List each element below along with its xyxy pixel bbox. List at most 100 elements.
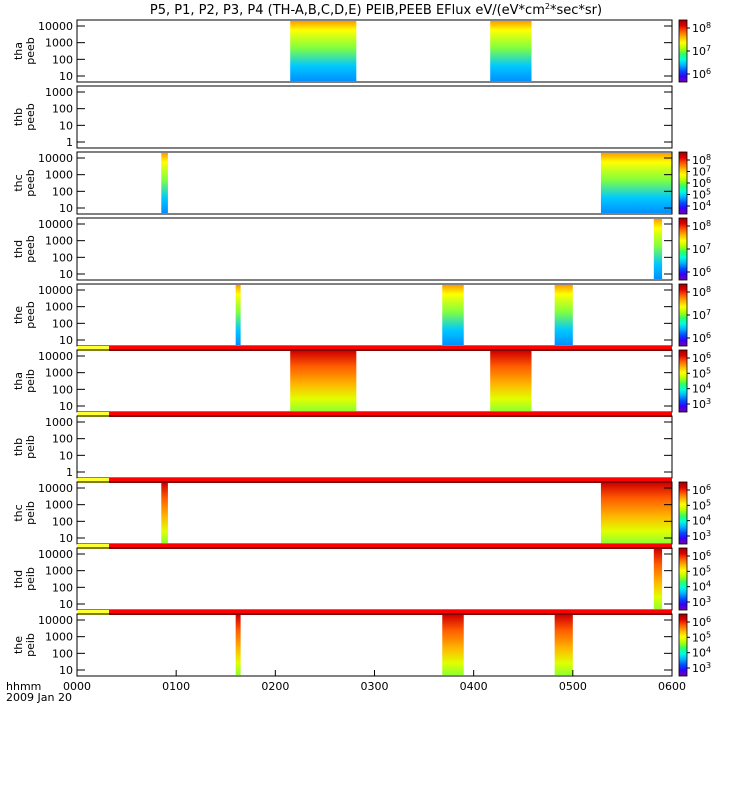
- flag-bar: [77, 478, 672, 483]
- data-interval: [554, 285, 573, 345]
- y-tick-label: 10: [59, 400, 73, 413]
- x-tick-label: 0200: [261, 680, 289, 693]
- x-tick-label: 0100: [162, 680, 190, 693]
- y-tick-label: 1000: [45, 499, 73, 512]
- y-tick-label: 10000: [38, 284, 73, 297]
- panel-stack: 10100100010000thapeeb1061071081101001000…: [12, 19, 711, 677]
- panel-ylabel: thepeib: [12, 633, 37, 657]
- panel-thb-peeb: 1 10 100 1000 thbpeeb: [12, 85, 673, 149]
- flag-yellow: [77, 544, 109, 549]
- data-interval: [161, 153, 168, 213]
- colorbar-tick-label: 108: [692, 21, 711, 35]
- y-tick-label: 1000: [45, 235, 73, 248]
- panel-ylabel: thapeeb: [12, 37, 37, 65]
- colorbar-tick-label: 103: [692, 529, 711, 543]
- flag-bar: [77, 412, 672, 417]
- data-interval: [442, 285, 464, 345]
- data-interval: [442, 615, 464, 675]
- panel-ylabel: thapeib: [12, 369, 37, 393]
- time-axis-date: 2009 Jan 20: [6, 691, 72, 704]
- colorbar-tick-label: 106: [692, 331, 711, 345]
- y-tick-label: 100: [52, 433, 73, 446]
- y-tick-label: 1000: [45, 416, 73, 429]
- colorbar-tick-label: 103: [692, 661, 711, 675]
- colorbar-tick-label: 106: [692, 483, 711, 497]
- colorbar-scale: [678, 349, 688, 413]
- colorbar-tick-label: 104: [692, 646, 711, 660]
- flag-bar: [77, 346, 672, 351]
- data-interval: [161, 483, 168, 543]
- colorbar-tick-label: 104: [692, 199, 711, 213]
- flag-bar: [77, 544, 672, 549]
- panel-frame: [76, 85, 673, 149]
- colorbar-tick-label: 106: [692, 176, 711, 190]
- flag-yellow: [77, 412, 109, 417]
- colorbar-tick-label: 106: [692, 615, 711, 629]
- colorbar-tick-label: 105: [692, 498, 711, 512]
- panel-ylabel: thdpeeb: [12, 235, 37, 263]
- y-tick-label: 1000: [45, 301, 73, 314]
- data-interval: [290, 21, 357, 81]
- colorbar-tick-label: 105: [692, 188, 711, 202]
- panel-thb-peib: 1 10 100 1000 thbpeib: [12, 412, 673, 479]
- colorbar-scale: [678, 151, 688, 215]
- panel-frame: [76, 283, 673, 347]
- flag-bar: [77, 610, 672, 615]
- y-tick-label: 10: [59, 70, 73, 83]
- flag-red: [109, 544, 672, 549]
- y-tick-label: 10: [59, 532, 73, 545]
- data-interval: [235, 615, 241, 675]
- y-tick-label: 10000: [38, 548, 73, 561]
- colorbar-tick-label: 105: [692, 630, 711, 644]
- y-tick-label: 100: [52, 53, 73, 66]
- panel-frame: [76, 415, 673, 479]
- colorbar-tick-label: 106: [692, 351, 711, 365]
- colorbar-scale: [678, 283, 688, 347]
- colorbar-scale: [678, 19, 688, 83]
- colorbar-scale: [678, 547, 688, 611]
- colorbar-tick-label: 108: [692, 153, 711, 167]
- y-tick-label: 1000: [45, 631, 73, 644]
- y-tick-label: 1: [66, 466, 73, 479]
- colorbar: 106 107 108: [678, 19, 711, 83]
- panel-frame: [76, 613, 673, 677]
- y-tick-label: 10000: [38, 152, 73, 165]
- flag-yellow: [77, 478, 109, 483]
- data-interval: [235, 285, 241, 345]
- y-tick-label: 10: [59, 598, 73, 611]
- y-tick-label: 100: [52, 383, 73, 396]
- data-interval: [600, 483, 672, 543]
- x-tick-label: 0400: [460, 680, 488, 693]
- y-tick-label: 100: [52, 103, 73, 116]
- colorbar-tick-label: 107: [692, 44, 711, 58]
- y-tick-label: 10: [59, 449, 73, 462]
- y-tick-label: 1000: [45, 86, 73, 99]
- y-tick-label: 10000: [38, 218, 73, 231]
- colorbar-tick-label: 105: [692, 366, 711, 380]
- panel-ylabel: thbpeeb: [12, 103, 37, 131]
- panel-ylabel: thcpeeb: [12, 169, 37, 197]
- y-tick-label: 100: [52, 515, 73, 528]
- x-tick-label: 0600: [658, 680, 686, 693]
- colorbar-tick-label: 105: [692, 564, 711, 578]
- data-interval: [490, 21, 532, 81]
- x-tick-label: 0500: [559, 680, 587, 693]
- y-tick-label: 1000: [45, 565, 73, 578]
- colorbar-scale: [678, 217, 688, 281]
- colorbar-tick-label: 104: [692, 514, 711, 528]
- colorbar: 106 107 108: [678, 217, 711, 281]
- y-tick-label: 100: [52, 317, 73, 330]
- flag-red: [109, 610, 672, 615]
